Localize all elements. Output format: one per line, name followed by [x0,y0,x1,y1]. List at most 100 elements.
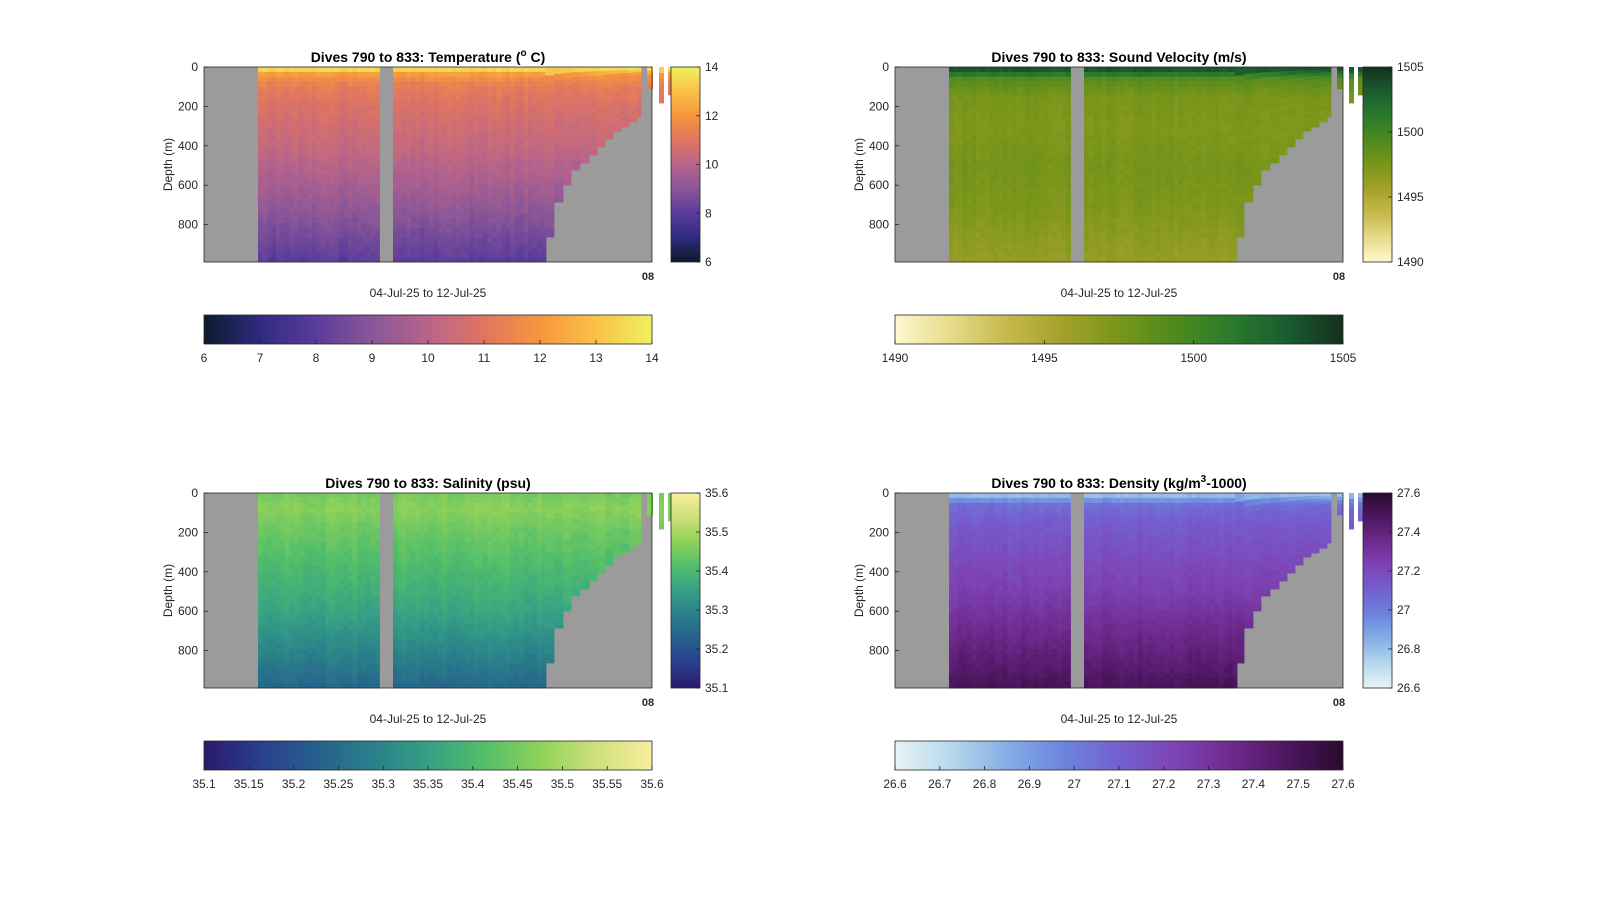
heatmap-cell [949,145,954,151]
heatmap-cell [483,184,488,190]
heatmap-cell [1097,237,1103,243]
heatmap-cell [406,237,412,243]
heatmap-cell [554,154,564,162]
heatmap-cell [1174,71,1179,78]
heatmap-cell [478,67,484,73]
heatmap-cell [321,159,326,165]
heatmap-cell [1097,169,1103,175]
heatmap-cell [1030,125,1035,131]
heatmap-cell [1142,91,1148,97]
heatmap-cell [514,115,520,122]
heatmap-cell [519,257,524,263]
heatmap-cell [1016,257,1022,263]
heatmap-cell [1178,81,1184,87]
heatmap-cell [545,177,555,187]
heatmap-cell [971,96,977,102]
heatmap-cell [510,252,515,258]
heatmap-cell [375,213,380,219]
heatmap-cell [303,213,308,219]
heatmap-cell [1169,169,1175,175]
heatmap-cell [483,110,488,117]
heatmap-cell [483,198,488,204]
heatmap-cell [1201,67,1206,73]
heatmap-cell [370,164,376,170]
heatmap-cell [962,252,968,258]
heatmap-cell [1003,130,1008,136]
heatmap-cell [415,135,421,141]
heatmap-cell [411,81,416,87]
heatmap-cell [1102,179,1107,185]
heatmap-cell [571,139,581,145]
heatmap-cell [460,193,466,200]
heatmap-cell [316,145,322,151]
heatmap-cell [402,227,407,234]
heatmap-cell [1097,145,1103,151]
heatmap-cell [621,67,630,71]
heatmap-cell [366,232,371,239]
heatmap-cell [487,252,493,258]
heatmap-cell [1138,223,1143,229]
heatmap-cell [629,78,638,82]
heatmap-cell [1030,159,1035,165]
heatmap-cell [537,106,542,112]
heatmap-cell [258,115,263,122]
heatmap-cell [1129,101,1134,107]
heatmap-cell [411,188,416,195]
heatmap-cell [1111,188,1116,195]
heatmap-cell [1156,159,1161,165]
heatmap-cell [647,85,653,90]
heatmap-cell [478,247,484,253]
heatmap-cell [483,213,488,219]
heatmap-cell [420,115,425,122]
heatmap-cell [1187,91,1193,97]
heatmap-cell [1156,86,1161,92]
heatmap-cell [501,232,506,239]
heatmap-cell [962,145,968,151]
heatmap-cell [1160,198,1166,204]
heatmap-cell [949,125,954,131]
heatmap-cell [949,218,954,224]
heatmap-cell [613,121,622,125]
heatmap-cell [1003,169,1008,175]
heatmap-cell [1007,237,1013,243]
heatmap-cell [294,76,299,83]
heatmap-cell [1156,252,1161,258]
heatmap-cell [469,96,475,102]
heatmap-cell [980,188,986,195]
heatmap-cell [514,140,520,146]
heatmap-cell [1178,71,1184,78]
heatmap-cell [258,67,263,73]
heatmap-cell [505,91,511,97]
heatmap-cell [339,71,344,78]
heatmap-cell [571,164,581,171]
heatmap-cell [348,149,353,156]
heatmap-cell [361,179,367,185]
heatmap-cell [1061,188,1067,195]
heatmap-cell [1196,120,1202,126]
heatmap-cell [460,67,466,73]
heatmap-cell [605,135,614,140]
heatmap-cell [1030,184,1035,190]
heatmap-cell [492,130,497,136]
heatmap-cell [1088,242,1094,248]
heatmap-cell [451,145,457,151]
heatmap-cell [330,91,335,97]
heatmap-cell [1151,164,1157,170]
heatmap-cell [397,218,403,224]
heatmap-cell [1183,174,1188,180]
heatmap-cell [519,169,524,175]
heatmap-cell [1025,188,1031,195]
heatmap-cell [1066,198,1071,204]
heatmap-cell [1012,86,1017,92]
heatmap-cell [483,203,488,209]
heatmap-cell [976,71,981,78]
heatmap-cell [294,164,299,170]
heatmap-cell [1097,115,1103,122]
heatmap-cell [429,169,434,175]
heatmap-cell [325,242,331,248]
heatmap-cell [1111,140,1116,146]
heatmap-cell [361,198,367,204]
heatmap-cell [451,110,457,117]
heatmap-cell [1129,67,1134,73]
heatmap-cell [397,213,403,219]
